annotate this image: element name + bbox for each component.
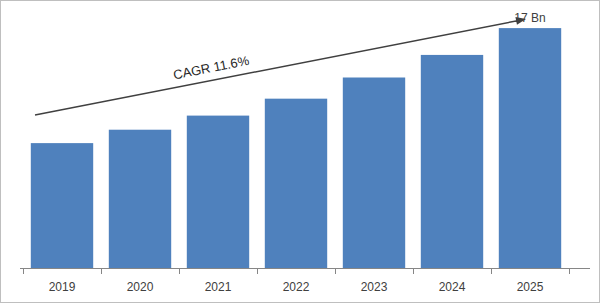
bar (343, 78, 405, 269)
x-tick (335, 268, 336, 274)
bar (421, 55, 483, 268)
bar (31, 143, 93, 268)
annotation: CAGR 11.6% (172, 53, 251, 83)
x-tick-label: 2025 (517, 280, 544, 294)
x-tick-label: 2021 (205, 280, 232, 294)
x-tick-label: 2020 (127, 280, 154, 294)
frame (1, 1, 600, 303)
bar (499, 28, 561, 268)
x-tick (179, 268, 180, 274)
x-tick-label: 2022 (283, 280, 310, 294)
arrow-line (35, 20, 520, 115)
x-tick-label: 2023 (361, 280, 388, 294)
x-tick (413, 268, 414, 274)
arrow-head (515, 17, 526, 25)
bar (265, 99, 327, 268)
x-tick-label: 2019 (49, 280, 76, 294)
bar (109, 130, 171, 268)
chart: 17 Bn 2019 2020 2021 2022 2023 2024 2025 CAGR 11… (0, 0, 600, 303)
x-tick (101, 268, 102, 274)
x-tick (23, 268, 24, 274)
x-tick (569, 268, 570, 274)
bar (187, 116, 249, 268)
x-tick (491, 268, 492, 274)
data-label: 17 Bn (514, 11, 545, 25)
x-tick-label: 2024 (439, 280, 466, 294)
x-tick (257, 268, 258, 274)
x-axis (20, 268, 590, 269)
